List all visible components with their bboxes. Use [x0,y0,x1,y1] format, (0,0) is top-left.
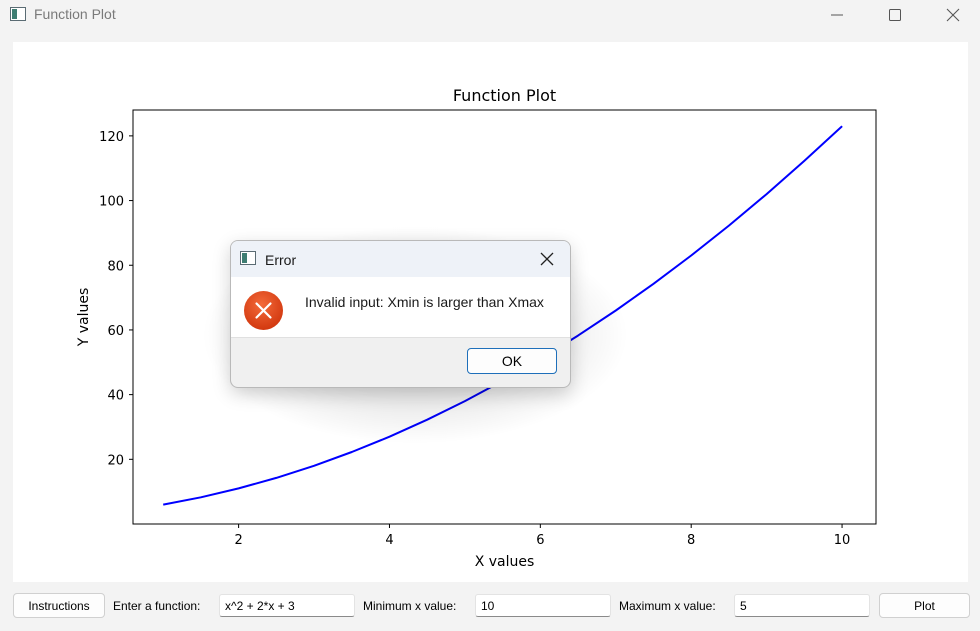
xmin-input[interactable]: 10 [475,594,611,617]
y-tick-label: 120 [99,130,124,145]
close-icon [540,252,554,266]
x-tick-label: 10 [834,533,851,548]
y-tick-label: 80 [107,259,124,274]
y-tick-label: 60 [107,324,124,339]
minimize-icon [831,14,843,16]
dialog-close-button[interactable] [536,249,558,269]
maximize-icon [889,9,901,21]
close-button[interactable] [924,0,980,30]
maximize-button[interactable] [866,0,924,30]
error-icon [244,291,283,330]
x-tick-label: 4 [385,533,393,548]
input-toolbar: Instructions Enter a function: x^2 + 2*x… [0,588,980,631]
x-axis-label: X values [475,554,535,570]
y-tick-label: 40 [107,389,124,404]
ok-button[interactable]: OK [467,348,557,374]
app-icon [10,7,26,21]
minimize-button[interactable] [808,0,866,30]
xmin-label: Minimum x value: [363,599,457,613]
plot-button[interactable]: Plot [879,593,970,618]
function-input[interactable]: x^2 + 2*x + 3 [219,594,355,617]
function-label: Enter a function: [113,599,201,613]
x-tick-label: 2 [234,533,242,548]
xmax-input[interactable]: 5 [734,594,870,617]
close-icon [946,8,960,22]
window-title: Function Plot [34,6,116,22]
y-axis-label: Y values [76,288,92,348]
error-dialog: Error Invalid input: Xmin is larger than… [230,240,571,388]
instructions-button[interactable]: Instructions [13,593,105,618]
dialog-body: Invalid input: Xmin is larger than Xmax [231,277,570,338]
x-tick-label: 6 [536,533,544,548]
xmax-label: Maximum x value: [619,599,716,613]
chart-title: Function Plot [453,86,556,105]
y-tick-label: 20 [107,453,124,468]
dialog-title: Error [265,252,297,268]
x-tick-label: 8 [687,533,695,548]
dialog-app-icon [240,251,256,265]
title-bar: Function Plot [0,0,980,30]
dialog-message: Invalid input: Xmin is larger than Xmax [305,294,544,310]
y-tick-label: 100 [99,195,124,210]
dialog-title-bar: Error [231,241,570,277]
